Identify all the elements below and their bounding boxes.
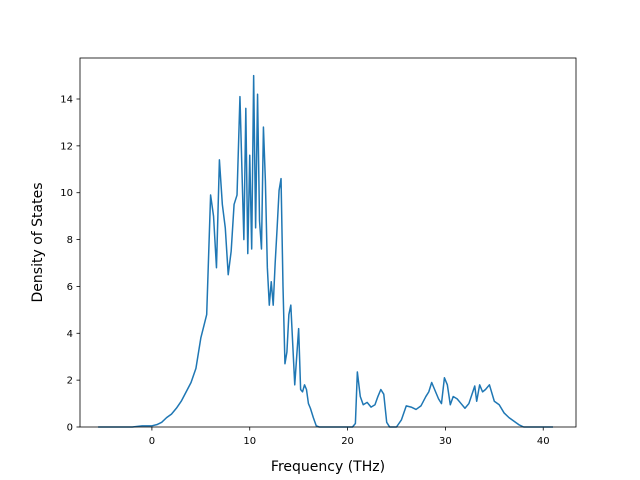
y-tick-label: 2 — [67, 376, 73, 387]
x-tick-label: 0 — [149, 436, 155, 447]
y-tick-label: 8 — [67, 235, 73, 246]
y-tick-label: 10 — [60, 188, 73, 199]
y-tick-label: 0 — [67, 423, 73, 434]
y-tick-label: 12 — [60, 141, 73, 152]
x-axis-ticks: 0 10 20 30 40 — [149, 427, 550, 447]
y-axis-ticks: 0 2 4 6 8 10 12 14 — [60, 95, 80, 434]
plot-frame — [79, 57, 577, 428]
dos-series-line — [98, 74, 554, 428]
y-tick-label: 4 — [67, 329, 73, 340]
x-axis-label: Frequency (THz) — [271, 459, 385, 475]
x-tick-label: 10 — [243, 436, 256, 447]
y-tick-label: 14 — [60, 95, 73, 106]
x-tick-label: 30 — [439, 436, 452, 447]
y-tick-label: 6 — [67, 282, 73, 293]
x-tick-label: 40 — [537, 436, 550, 447]
y-axis-label: Density of States — [30, 183, 46, 303]
plot-background — [80, 58, 576, 427]
x-tick-label: 20 — [341, 436, 354, 447]
